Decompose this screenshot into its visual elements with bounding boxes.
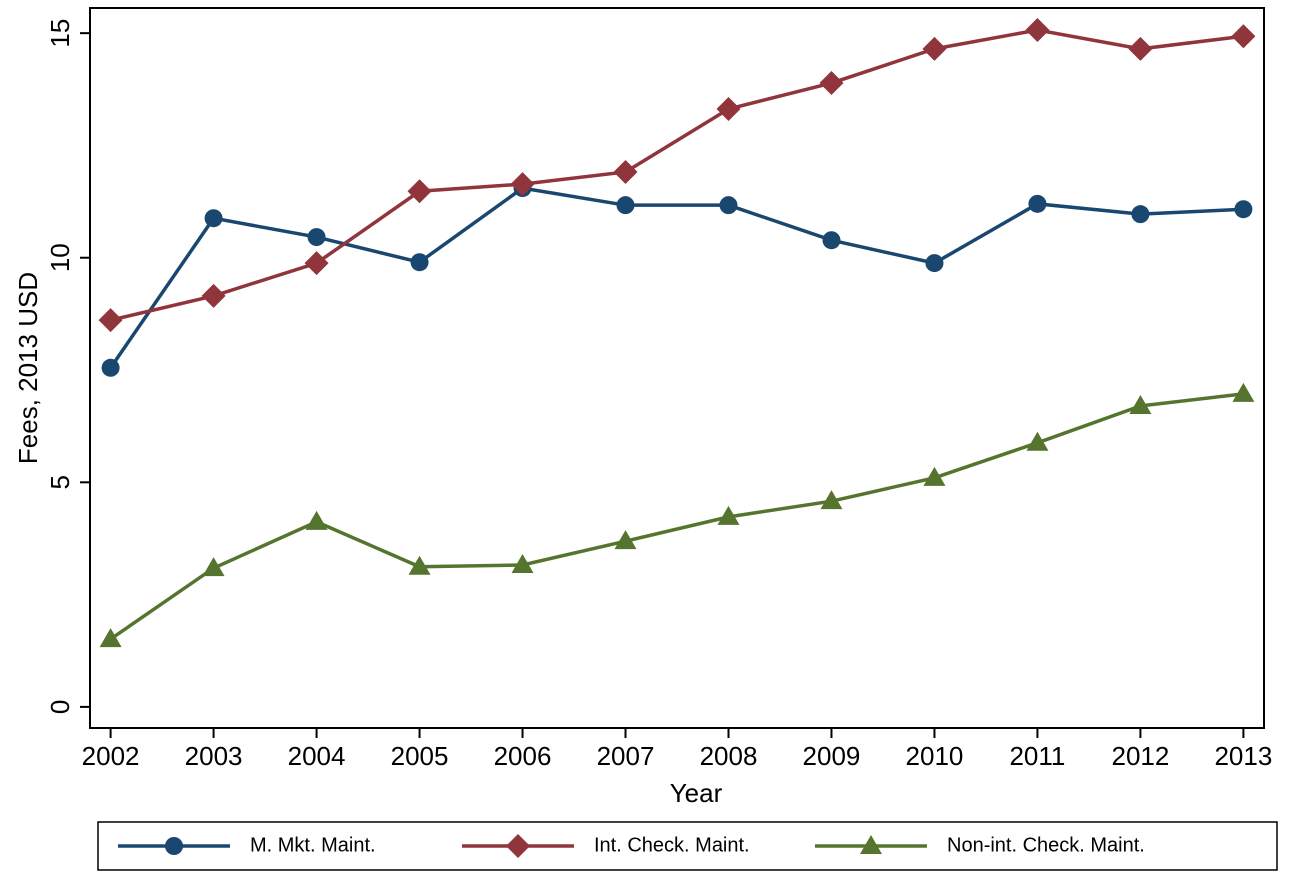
point	[922, 36, 947, 61]
x-tick-label: 2009	[803, 741, 861, 771]
point	[204, 209, 223, 228]
point	[613, 159, 638, 184]
point	[408, 555, 431, 575]
point	[616, 196, 635, 215]
x-tick-label: 2004	[288, 741, 346, 771]
legend: M. Mkt. Maint. Int. Check. Maint. Non-int.…	[118, 834, 1145, 858]
point	[305, 510, 328, 530]
point	[1232, 382, 1255, 402]
point	[1025, 18, 1050, 43]
point	[719, 196, 738, 215]
point	[1028, 194, 1047, 213]
legend-marker	[860, 835, 882, 854]
x-tick-label: 2002	[82, 741, 140, 771]
point	[820, 490, 843, 510]
y-tick-label: 5	[45, 475, 75, 489]
x-tick-label: 2010	[906, 741, 964, 771]
point	[923, 466, 946, 486]
point	[1231, 24, 1256, 49]
x-tick-label: 2007	[597, 741, 655, 771]
point	[407, 179, 432, 204]
x-tick-label: 2006	[494, 741, 552, 771]
y-tick-label: 10	[45, 243, 75, 272]
x-axis-title: Year	[670, 778, 723, 808]
y-axis-title: Fees, 2013 USD	[13, 272, 43, 464]
point	[614, 530, 637, 550]
x-tick-label: 2013	[1214, 741, 1272, 771]
series-line	[109, 186, 1244, 369]
point	[304, 251, 329, 276]
x-tick-label: 2008	[700, 741, 758, 771]
y-tick-label: 0	[45, 700, 75, 714]
point	[1128, 36, 1153, 61]
point	[410, 253, 429, 272]
point	[716, 97, 741, 122]
plot-frame	[89, 7, 1265, 729]
point	[1129, 394, 1152, 414]
point	[98, 308, 123, 333]
point	[925, 254, 944, 273]
point	[201, 283, 226, 308]
point	[99, 628, 122, 648]
x-tick-label: 2003	[185, 741, 243, 771]
x-tick-label: 2005	[391, 741, 449, 771]
legend-box	[97, 821, 1278, 871]
point	[819, 71, 844, 96]
legend-label: M. Mkt. Maint.	[250, 834, 376, 856]
point	[1131, 205, 1150, 224]
point	[101, 358, 120, 377]
x-tick-label: 2011	[1009, 741, 1065, 771]
point	[1234, 200, 1253, 219]
series-line	[110, 28, 1244, 322]
legend-marker	[506, 834, 530, 858]
series-line	[109, 392, 1244, 641]
legend-label: Int. Check. Maint.	[594, 834, 750, 856]
legend-label: Non-int. Check. Maint.	[947, 834, 1145, 856]
y-tick-label: 15	[45, 19, 75, 48]
legend-marker	[165, 837, 183, 855]
point	[510, 172, 535, 197]
point	[307, 228, 326, 247]
point	[202, 557, 225, 577]
point	[822, 231, 841, 250]
x-tick-label: 2012	[1111, 741, 1169, 771]
point	[717, 505, 740, 525]
point	[1026, 431, 1049, 451]
point	[511, 553, 534, 573]
